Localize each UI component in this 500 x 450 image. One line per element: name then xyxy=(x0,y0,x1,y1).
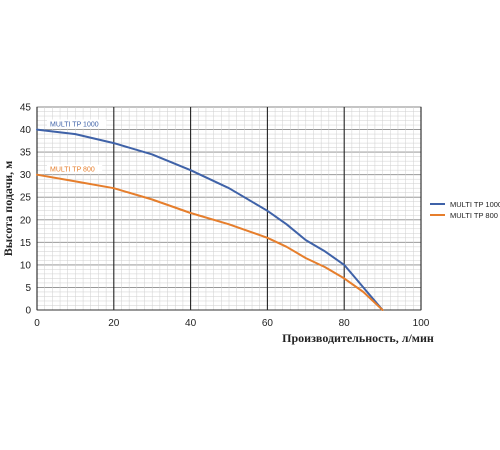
y-tick-label: 35 xyxy=(20,148,32,159)
tick-labels: 0 20 40 60 80 100 0 5 10 15 20 25 30 35 40 45 xyxy=(20,103,430,330)
x-tick-label: 40 xyxy=(185,318,197,329)
inline-label-bg-1 xyxy=(47,119,107,129)
series-lines xyxy=(36,128,384,311)
y-tick-label: 10 xyxy=(20,260,32,271)
y-tick-label: 40 xyxy=(20,125,32,136)
y-tick-label: 20 xyxy=(20,215,32,226)
x-axis-title: Производительность, л/мин xyxy=(282,331,434,345)
inline-series-label-2: MULTI TP 800 xyxy=(50,167,95,174)
y-tick-label: 0 xyxy=(25,306,31,317)
x-tick-label: 20 xyxy=(108,318,120,329)
legend: MULTI TP 1000 MULTI TP 800 xyxy=(430,200,500,220)
y-tick-label: 5 xyxy=(25,283,31,294)
inline-series-label-1: MULTI TP 1000 xyxy=(50,122,99,129)
inline-series-labels: MULTI TP 1000 MULTI TP 800 xyxy=(47,119,107,174)
x-tick-label: 100 xyxy=(413,318,430,329)
y-tick-label: 45 xyxy=(20,103,32,114)
y-tick-label: 15 xyxy=(20,238,32,249)
y-tick-label: 25 xyxy=(20,193,32,204)
inline-label-bg-2 xyxy=(47,164,103,174)
series-line-2 xyxy=(36,173,384,311)
y-tick-label: 30 xyxy=(20,170,32,181)
legend-label-1: MULTI TP 1000 xyxy=(450,200,500,209)
x-tick-label: 0 xyxy=(34,318,40,329)
grid xyxy=(36,106,422,311)
legend-label-2: MULTI TP 800 xyxy=(450,211,498,220)
y-axis-title: Высота подачи, м xyxy=(1,161,15,257)
x-tick-label: 60 xyxy=(262,318,274,329)
x-tick-label: 80 xyxy=(339,318,351,329)
series-line-1 xyxy=(36,128,384,311)
